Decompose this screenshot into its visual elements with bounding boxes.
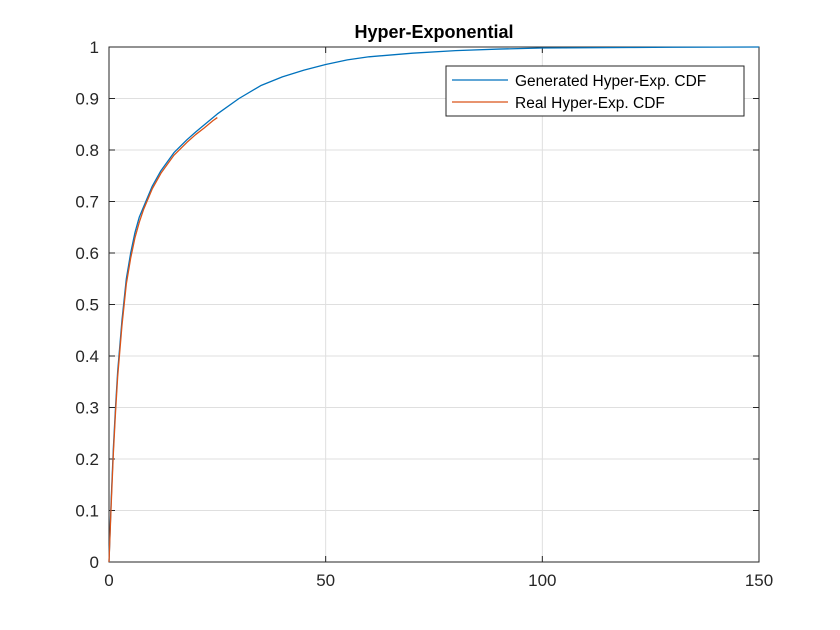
x-tick-label: 100: [528, 571, 556, 590]
tick-labels: 0 50 100 150 0 0.1 0.2 0.3 0.4 0.5 0.6 0.7 0.8 0.9 1: [75, 38, 773, 590]
x-tick-label: 150: [745, 571, 773, 590]
y-tick-label: 0.2: [75, 450, 99, 469]
series-line-real: [108, 117, 218, 563]
y-tick-label: 0.7: [75, 193, 99, 212]
legend-label: Real Hyper-Exp. CDF: [515, 95, 665, 112]
legend: Generated Hyper-Exp. CDF Real Hyper-Exp. …: [445, 65, 745, 117]
legend-box: [445, 65, 745, 117]
series-layer: [108, 46, 760, 563]
y-tick-label: 0.9: [75, 90, 99, 109]
y-tick-label: 0.6: [75, 244, 99, 263]
grid: [109, 47, 759, 562]
y-tick-label: 0.4: [75, 347, 99, 366]
y-tick-label: 0.5: [75, 296, 99, 315]
x-tick-label: 0: [104, 571, 113, 590]
x-tick-label: 50: [316, 571, 335, 590]
y-tick-label: 1: [90, 38, 99, 57]
y-tick-label: 0.3: [75, 399, 99, 418]
legend-label: Generated Hyper-Exp. CDF: [515, 73, 706, 90]
chart-title: Hyper-Exponential: [354, 22, 513, 42]
y-tick-label: 0.1: [75, 502, 99, 521]
y-tick-label: 0: [90, 553, 99, 572]
y-tick-label: 0.8: [75, 141, 99, 160]
